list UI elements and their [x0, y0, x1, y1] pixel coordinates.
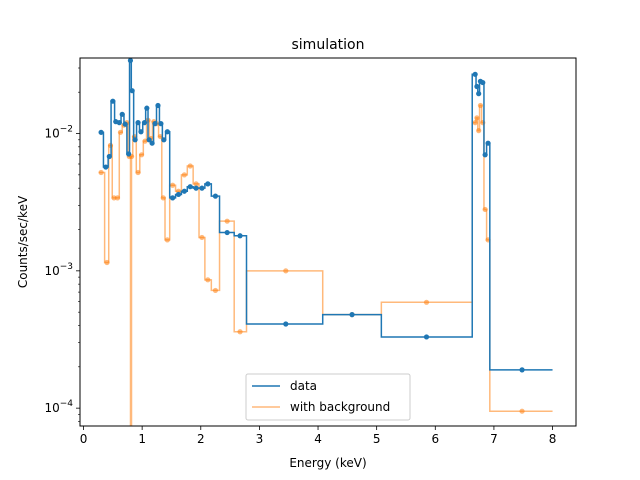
point-with-background: [114, 195, 121, 201]
legend-label-with-background: with background: [290, 400, 390, 414]
point-data: [199, 185, 205, 191]
point-data: [127, 58, 134, 64]
point-with-background: [474, 115, 480, 121]
point-with-background: [477, 102, 484, 109]
point-data: [237, 233, 243, 239]
point-data: [482, 152, 488, 158]
legend: data with background: [245, 373, 411, 421]
point-with-background: [98, 169, 104, 176]
point-with-background: [135, 169, 141, 176]
point-data: [161, 137, 167, 143]
point-data: [181, 188, 187, 194]
point-with-background: [237, 329, 243, 335]
point-data: [224, 229, 230, 236]
point-data: [519, 367, 525, 373]
point-data: [110, 98, 116, 104]
point-with-background: [519, 408, 525, 414]
point-data: [119, 111, 125, 117]
y-axis-label: Counts/sec/keV: [16, 195, 30, 288]
point-data: [164, 129, 170, 135]
point-data: [106, 153, 112, 160]
point-data: [175, 191, 182, 198]
point-with-background: [160, 195, 166, 201]
y-tick-label: 10−4: [44, 399, 73, 415]
point-data: [126, 151, 132, 157]
point-with-background: [117, 129, 124, 135]
x-tick-label: 6: [431, 432, 439, 446]
point-with-background: [170, 182, 176, 188]
x-tick-label: 2: [197, 432, 205, 446]
point-with-background: [472, 120, 478, 126]
plot-frame: [79, 57, 577, 427]
point-with-background: [476, 128, 482, 134]
point-with-background: [181, 172, 187, 178]
point-data: [170, 195, 176, 201]
point-with-background: [193, 181, 199, 187]
point-data: [187, 184, 193, 190]
point-with-background: [205, 277, 211, 283]
point-data: [193, 185, 199, 191]
point-with-background: [104, 259, 110, 266]
legend-label-data: data: [290, 379, 317, 393]
point-data: [138, 129, 144, 135]
point-data: [144, 105, 150, 111]
point-data: [476, 91, 482, 97]
y-tick-label: 10−2: [44, 125, 73, 141]
point-data: [141, 120, 148, 126]
point-data: [149, 140, 155, 146]
x-axis-label: Energy (keV): [289, 456, 366, 470]
point-data: [205, 181, 211, 187]
chart-title: simulation: [292, 37, 365, 53]
point-data: [283, 321, 289, 327]
y-tick-label: 10−3: [44, 262, 73, 278]
point-data: [116, 120, 122, 126]
point-data: [155, 102, 161, 109]
x-tick-label: 0: [80, 432, 88, 446]
point-data: [152, 121, 158, 127]
point-data: [212, 193, 219, 199]
point-with-background: [142, 138, 148, 144]
point-data: [122, 121, 128, 127]
point-data: [158, 121, 164, 127]
point-data: [485, 140, 491, 146]
x-tick-label: 3: [256, 432, 264, 446]
point-with-background: [164, 237, 170, 243]
legend-box: [245, 373, 411, 421]
point-data: [146, 137, 152, 143]
point-with-background: [187, 163, 193, 169]
point-data: [135, 120, 141, 126]
point-data: [98, 129, 104, 135]
point-data: [349, 312, 355, 318]
x-tick-label: 1: [138, 432, 146, 446]
point-data: [472, 71, 478, 77]
point-data: [474, 83, 480, 90]
point-with-background: [482, 206, 488, 213]
point-data: [423, 334, 430, 340]
point-with-background: [212, 287, 219, 294]
series-data: [98, 58, 553, 373]
point-data: [129, 88, 135, 94]
point-with-background: [283, 268, 289, 274]
point-with-background: [224, 218, 230, 224]
x-tick-label: 5: [373, 432, 381, 446]
point-with-background: [199, 234, 205, 241]
point-data: [132, 137, 138, 143]
x-tick-label: 4: [314, 432, 322, 446]
point-with-background: [138, 152, 145, 158]
x-tick-label: 7: [490, 432, 498, 446]
x-tick-label: 8: [549, 432, 557, 446]
point-data: [480, 79, 486, 86]
point-data: [103, 164, 109, 170]
point-with-background: [423, 299, 430, 305]
